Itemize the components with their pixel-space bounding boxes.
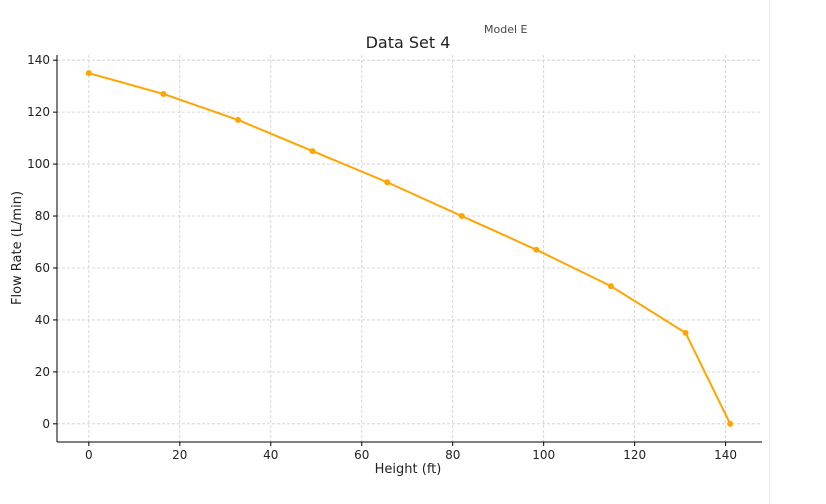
data-point [607,283,614,290]
x-tick-label: 140 [714,448,737,462]
y-tick-label: 0 [42,417,50,431]
y-tick-label: 40 [35,313,50,327]
series-line [88,72,732,425]
data-point [384,179,391,186]
data-point [85,70,92,77]
model-annotation: Model E [484,23,528,36]
x-tick-label: 40 [263,448,278,462]
series-layer [85,70,734,427]
data-point [727,420,734,427]
y-tick-label: 60 [35,261,50,275]
data-point [160,90,167,97]
data-point [235,116,242,123]
y-tick-label: 140 [27,53,50,67]
x-tick-label: 20 [172,448,187,462]
y-axis-title: Flow Rate (L/min) [10,191,25,305]
y-tick-label: 120 [27,105,50,119]
grid-lines [57,55,762,442]
y-ticks: 0 20 40 60 80 100 120 140 [27,53,57,431]
y-tick-label: 80 [35,209,50,223]
x-axis-title: Height (ft) [375,462,442,477]
data-point [533,246,540,253]
x-tick-label: 0 [85,448,93,462]
data-point [458,213,465,220]
data-point [309,148,316,155]
panel-border [769,0,770,504]
chart-title: Data Set 4 [366,33,451,52]
axes [56,55,762,443]
y-tick-label: 100 [27,157,50,171]
y-tick-label: 20 [35,365,50,379]
x-tick-label: 100 [532,448,555,462]
x-tick-label: 80 [445,448,460,462]
data-point [682,329,689,336]
x-tick-label: 60 [354,448,369,462]
x-tick-label: 120 [623,448,646,462]
x-ticks: 0 20 40 60 80 100 120 140 [85,442,737,462]
